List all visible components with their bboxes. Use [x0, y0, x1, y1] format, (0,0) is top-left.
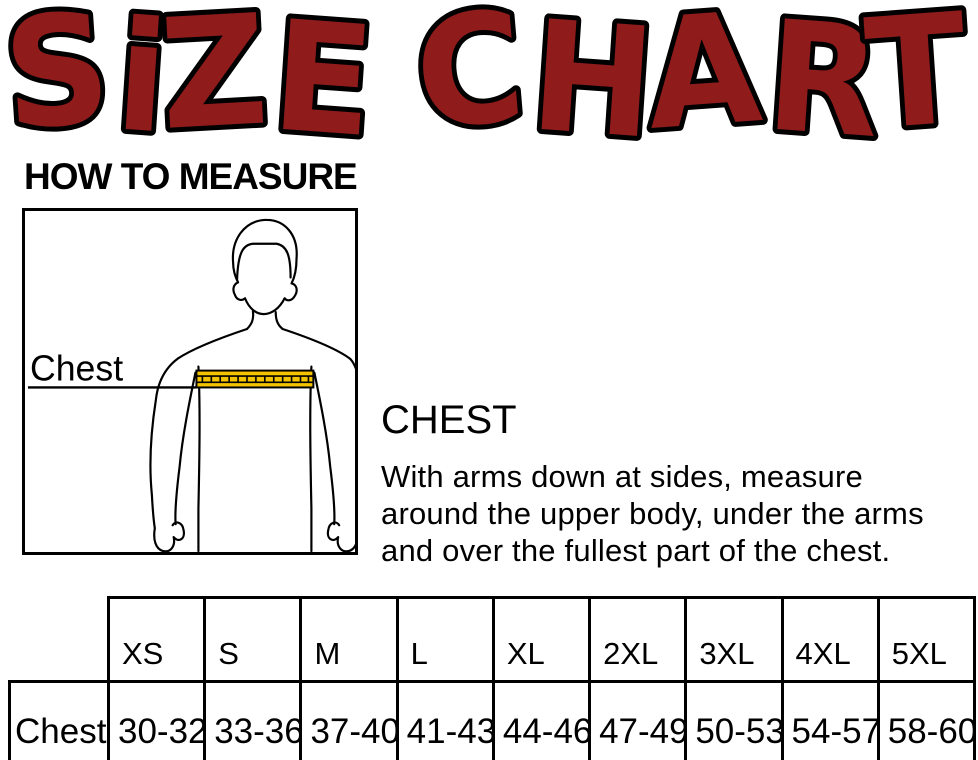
- head-outline: [231, 218, 298, 316]
- tape-ticks: [201, 376, 310, 382]
- table-corner-cell: [10, 598, 109, 682]
- size-header-4xl: 4XL: [780, 596, 880, 683]
- chest-figure-label: Chest: [30, 349, 123, 389]
- chest-value-5xl: 58-60: [876, 680, 977, 760]
- size-table: XS S M L XL 2XL 3XL 4XL 5XL Chest 30-32 …: [8, 596, 977, 760]
- size-header-xs: XS: [106, 596, 207, 683]
- chest-measurements-row: Chest 30-32 33-36 37-40 41-43 44-46 47-4…: [8, 680, 977, 760]
- page-title: SiZE CHART: [0, 0, 972, 154]
- torso-left-line: [197, 365, 201, 552]
- right-arm-outline: [281, 327, 355, 552]
- tape-band: [195, 369, 315, 389]
- chest-pointer: Chest: [27, 349, 197, 389]
- size-header-m: M: [299, 596, 399, 683]
- size-table-header-row: XS S M L XL 2XL 3XL 4XL 5XL: [10, 596, 977, 683]
- neck-right-line: [274, 311, 284, 331]
- left-inner-arm-line: [174, 371, 197, 526]
- tape-divider-lines: [196, 375, 314, 384]
- size-header-l: L: [395, 596, 495, 683]
- size-header-3xl: 3XL: [684, 596, 784, 683]
- chest-value-xl: 44-46: [491, 680, 592, 760]
- title-banner: SiZE CHART: [0, 0, 977, 154]
- measurement-figure-box: Chest: [22, 208, 358, 555]
- chest-value-m: 37-40: [299, 680, 399, 760]
- size-header-s: S: [203, 596, 303, 683]
- left-arm-outline: [149, 327, 249, 552]
- size-header-2xl: 2XL: [588, 596, 688, 683]
- chest-instructions-text: With arms down at sides, measure around …: [381, 459, 924, 568]
- chest-value-xs: 30-32: [106, 680, 207, 760]
- chest-value-s: 33-36: [203, 680, 303, 760]
- torso-right-line: [309, 365, 313, 552]
- chest-row-label: Chest: [8, 680, 110, 760]
- right-inner-arm-line: [313, 371, 336, 526]
- chest-value-l: 41-43: [395, 680, 495, 760]
- neck-left-line: [245, 310, 255, 331]
- chest-instructions-section: CHEST With arms down at sides, measure a…: [381, 398, 956, 569]
- measuring-tape: [195, 369, 315, 389]
- how-to-measure-heading: HOW TO MEASURE: [24, 156, 358, 197]
- chest-section-heading: CHEST: [381, 398, 517, 442]
- chest-value-2xl: 47-49: [588, 680, 688, 760]
- chest-value-4xl: 54-57: [780, 680, 880, 760]
- size-header-xl: XL: [491, 596, 592, 683]
- chest-value-3xl: 50-53: [684, 680, 784, 760]
- size-header-5xl: 5XL: [876, 596, 977, 683]
- hairline: [235, 242, 292, 281]
- torso-diagram: Chest: [27, 218, 355, 552]
